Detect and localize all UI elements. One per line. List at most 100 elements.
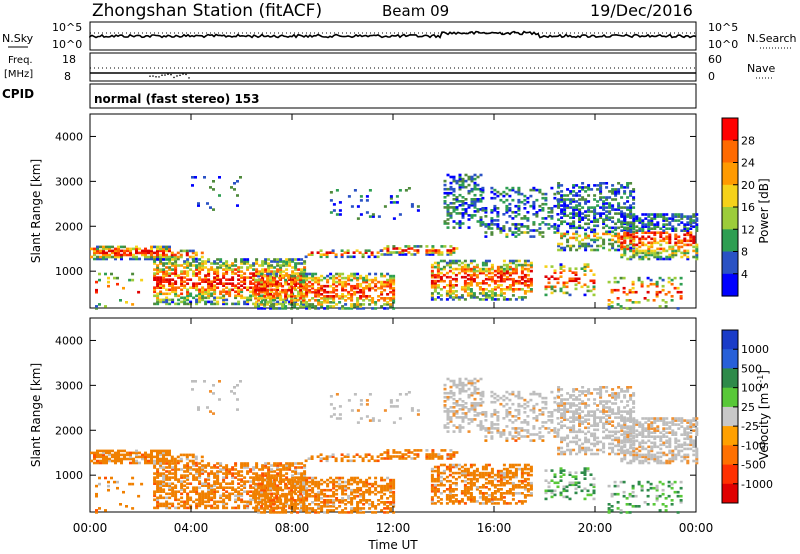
power-cell bbox=[216, 262, 220, 265]
velocity-cell bbox=[267, 478, 271, 481]
velocity-cell bbox=[159, 484, 163, 487]
power-cell bbox=[505, 263, 509, 267]
power-cell bbox=[165, 288, 169, 292]
power-cell bbox=[216, 302, 220, 306]
power-cell bbox=[557, 198, 561, 201]
velocity-cell bbox=[195, 488, 199, 491]
velocity-cell bbox=[446, 455, 450, 458]
velocity-cell bbox=[216, 504, 220, 508]
power-cell bbox=[225, 286, 229, 289]
velocity-cell bbox=[123, 455, 126, 459]
power-cell bbox=[511, 261, 515, 265]
velocity-cell bbox=[168, 453, 171, 457]
power-cell bbox=[553, 225, 557, 228]
power-cell bbox=[129, 257, 132, 261]
power-cell bbox=[631, 280, 635, 284]
velocity-cell bbox=[454, 500, 458, 503]
power-cell bbox=[198, 278, 202, 281]
velocity-cell bbox=[433, 477, 437, 481]
velocity-cell bbox=[170, 455, 174, 459]
power-cell bbox=[266, 272, 270, 276]
power-cell bbox=[496, 275, 500, 279]
power-cell bbox=[257, 272, 261, 276]
power-cell bbox=[605, 182, 609, 185]
power-cell bbox=[550, 217, 554, 220]
velocity-cell bbox=[484, 481, 488, 485]
velocity-cell bbox=[287, 499, 291, 502]
power-cell bbox=[162, 270, 166, 273]
power-cell bbox=[225, 282, 229, 285]
power-cell bbox=[389, 201, 393, 204]
power-cell bbox=[517, 198, 521, 202]
velocity-cell bbox=[517, 479, 521, 483]
power-cell bbox=[392, 295, 396, 298]
power-cell bbox=[443, 206, 447, 209]
power-cell bbox=[374, 284, 378, 288]
velocity-cell bbox=[195, 486, 199, 489]
power-cell bbox=[243, 282, 247, 285]
power-cell bbox=[635, 229, 639, 232]
velocity-cell bbox=[225, 502, 229, 506]
power-cell bbox=[626, 186, 630, 189]
power-cell bbox=[472, 294, 476, 297]
power-cell bbox=[294, 266, 298, 269]
freq-right-tick-bottom: 0 bbox=[708, 70, 715, 83]
power-cell bbox=[566, 198, 570, 201]
power-cell bbox=[547, 285, 551, 289]
power-cell bbox=[617, 206, 621, 209]
power-cell bbox=[487, 271, 491, 275]
power-cell bbox=[629, 190, 633, 193]
velocity-cell bbox=[120, 453, 123, 457]
velocity-cell bbox=[451, 463, 455, 467]
power-cell bbox=[665, 235, 669, 239]
power-cell bbox=[350, 307, 354, 310]
velocity-cell bbox=[517, 486, 521, 489]
power-cell bbox=[455, 208, 459, 211]
velocity-cell bbox=[201, 472, 205, 475]
velocity-cell bbox=[269, 503, 273, 506]
velocity-cell bbox=[135, 459, 138, 463]
power-cell bbox=[302, 305, 306, 308]
power-cell bbox=[620, 221, 624, 224]
power-cell bbox=[632, 221, 636, 224]
velocity-cell bbox=[177, 478, 181, 481]
velocity-cell bbox=[466, 490, 470, 493]
power-cell bbox=[470, 200, 474, 203]
power-cell bbox=[452, 198, 456, 201]
velocity-cell bbox=[374, 486, 378, 490]
power-cell bbox=[365, 199, 369, 202]
power-cell bbox=[446, 249, 450, 252]
power-cell bbox=[487, 294, 491, 297]
power-cell bbox=[586, 263, 590, 266]
velocity-cell bbox=[207, 488, 211, 491]
power-cell bbox=[449, 185, 453, 189]
power-cell bbox=[96, 255, 99, 259]
power-cell bbox=[470, 177, 474, 181]
power-cell bbox=[469, 277, 473, 281]
power-cell bbox=[269, 293, 273, 296]
power-cell bbox=[353, 189, 357, 192]
power-cell bbox=[563, 234, 567, 238]
power-cell bbox=[359, 297, 363, 300]
power-cell bbox=[267, 274, 271, 277]
velocity-cell bbox=[162, 502, 166, 506]
power-cell bbox=[302, 278, 306, 282]
velocity-cell bbox=[285, 476, 289, 479]
power-cell bbox=[572, 200, 576, 203]
power-cell bbox=[153, 278, 157, 281]
power-cell bbox=[593, 234, 597, 238]
power-cell bbox=[428, 249, 432, 252]
power-cell bbox=[493, 192, 497, 196]
velocity-cell bbox=[517, 463, 521, 467]
power-cell bbox=[329, 276, 333, 280]
power-cell bbox=[617, 234, 621, 238]
velocity-cell bbox=[263, 492, 267, 496]
velocity-cell bbox=[237, 478, 241, 481]
velocity-cell bbox=[389, 478, 393, 482]
power-cell bbox=[593, 224, 597, 228]
velocity-cell bbox=[264, 504, 268, 508]
velocity-cell bbox=[261, 472, 265, 475]
power-cell bbox=[278, 307, 282, 310]
velocity-cell bbox=[436, 483, 440, 487]
power-cell bbox=[329, 284, 333, 288]
